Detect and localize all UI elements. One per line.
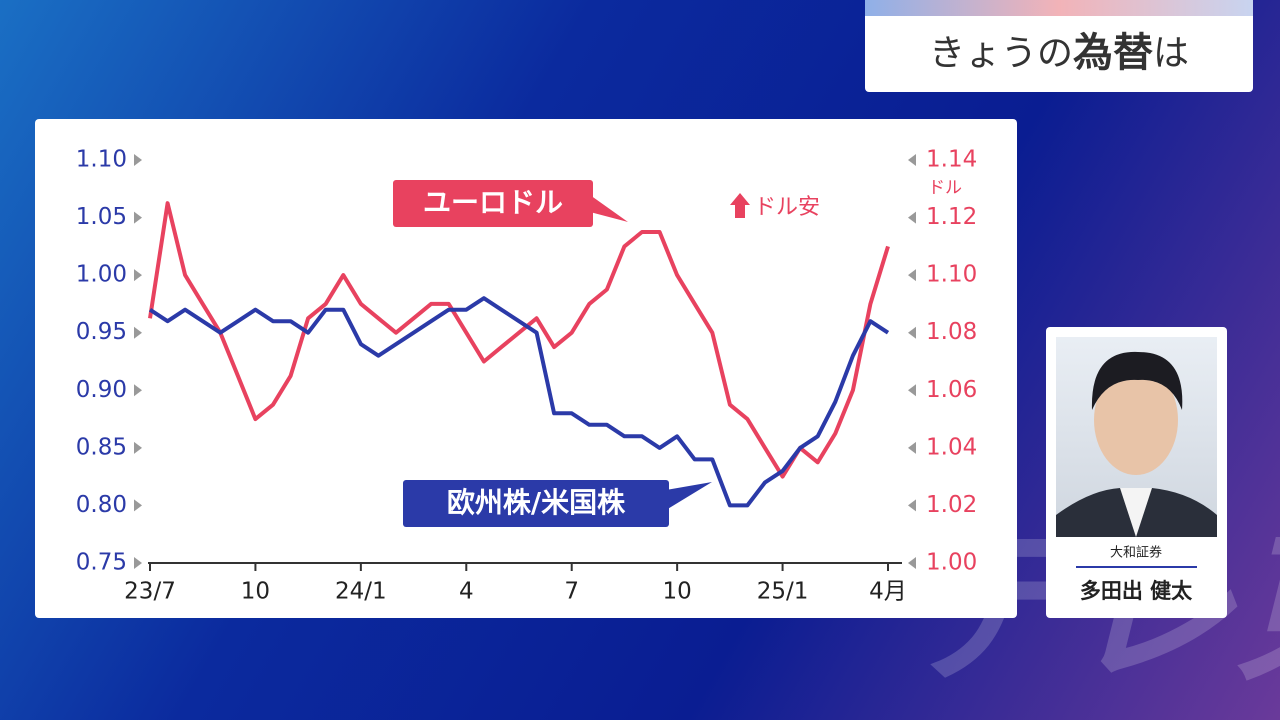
y2-tick-label: 1.12 xyxy=(926,204,977,230)
x-tick-label: 10 xyxy=(663,579,692,605)
header-box xyxy=(865,0,1253,92)
callout-pointer xyxy=(590,195,628,222)
guest-hair xyxy=(1091,351,1183,410)
x-tick-label: 25/1 xyxy=(757,579,809,605)
y2-tick-mark xyxy=(908,384,916,397)
x-tick-label: 7 xyxy=(564,579,579,605)
x-tick-label: 4 xyxy=(459,579,474,605)
guest-divider xyxy=(1076,566,1197,568)
y-tick-label: 1.05 xyxy=(76,204,127,230)
header-prefix: きょうの xyxy=(929,33,1073,74)
y-tick-mark xyxy=(134,441,142,454)
series-line xyxy=(148,296,890,508)
annotation: ドル安 xyxy=(754,195,820,220)
chart-card xyxy=(35,119,1017,618)
y-tick-label: 1.10 xyxy=(76,147,127,173)
y-tick-mark xyxy=(134,557,142,569)
header-emphasis: 為替 xyxy=(1073,30,1153,76)
y2-tick-label: 1.08 xyxy=(926,319,977,345)
x-tick-label: 24/1 xyxy=(335,579,387,605)
y2-tick-mark xyxy=(908,557,916,569)
y-tick-mark xyxy=(134,211,142,224)
guest-shirt xyxy=(1120,488,1152,537)
x-tick-label: 23/7 xyxy=(124,579,176,605)
y-tick-label: 0.95 xyxy=(76,319,127,345)
y2-tick-label: 1.14 xyxy=(926,147,977,173)
callout-pointer xyxy=(666,482,712,510)
y2-tick-label: 1.06 xyxy=(926,377,977,403)
y-tick-mark xyxy=(134,154,142,166)
y2-tick-mark xyxy=(908,441,916,454)
header-title: きょうの為替は xyxy=(929,30,1189,76)
y2-tick-mark xyxy=(908,269,916,282)
series-line xyxy=(148,201,890,479)
y-tick-mark xyxy=(134,326,142,339)
header-suffix: は xyxy=(1153,33,1189,74)
y-tick-label: 0.85 xyxy=(76,434,127,460)
header-strip xyxy=(865,0,1253,16)
legend-label: ユーロドル xyxy=(423,186,563,219)
y-tick-mark xyxy=(134,269,142,282)
x-tick-label: 4月 xyxy=(869,579,907,605)
guest-company: 大和証券 xyxy=(1110,545,1162,561)
legend-label: 欧州株/米国株 xyxy=(447,486,626,519)
y-tick-label: 0.90 xyxy=(76,377,127,403)
y2-unit: ドル xyxy=(928,178,962,198)
y-tick-label: 0.75 xyxy=(76,550,127,576)
callout-box xyxy=(393,180,593,227)
y2-tick-label: 1.04 xyxy=(926,434,977,460)
y2-tick-label: 1.00 xyxy=(926,550,977,576)
y2-tick-mark xyxy=(908,326,916,339)
guest-face xyxy=(1094,365,1178,475)
y2-tick-label: 1.02 xyxy=(926,492,977,518)
x-tick-label: 10 xyxy=(241,579,270,605)
guest-name: 多田出 健太 xyxy=(1080,579,1193,603)
y-tick-label: 0.80 xyxy=(76,492,127,518)
annotation-arrow xyxy=(730,193,750,218)
callout-box xyxy=(403,480,669,527)
y2-tick-mark xyxy=(908,154,916,166)
y2-tick-mark xyxy=(908,211,916,224)
y2-tick-label: 1.10 xyxy=(926,262,977,288)
y-tick-mark xyxy=(134,499,142,512)
y-tick-label: 1.00 xyxy=(76,262,127,288)
y2-tick-mark xyxy=(908,499,916,512)
y-tick-mark xyxy=(134,384,142,397)
